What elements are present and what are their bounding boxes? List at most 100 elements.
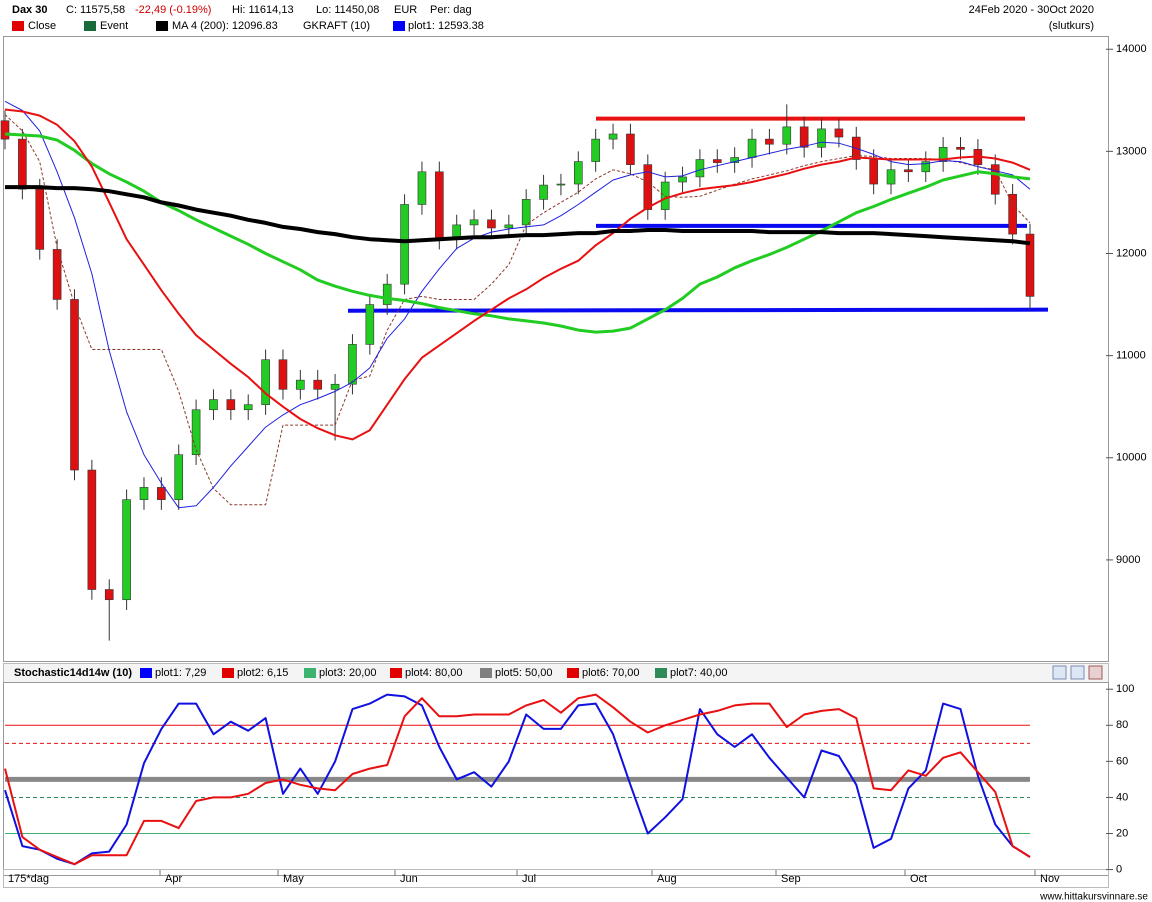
- series-line: [4, 114, 1031, 506]
- candle-body: [157, 487, 166, 500]
- candle-body: [122, 499, 131, 601]
- button[interactable]: [1070, 665, 1085, 680]
- candle-body: [487, 219, 496, 229]
- x-tick-label: Nov: [1040, 873, 1060, 885]
- candle-body: [608, 133, 618, 140]
- candle-body: [990, 164, 1000, 195]
- candle-body: [956, 146, 965, 150]
- candle-body: [348, 344, 357, 385]
- candle-body: [104, 589, 114, 601]
- candle-body: [626, 133, 635, 165]
- main-panel: [3, 36, 1109, 662]
- candle-body: [330, 383, 340, 390]
- candle-body: [938, 146, 948, 162]
- x-tick-label: Jun: [400, 873, 418, 885]
- x-tick-label: Oct: [910, 873, 927, 885]
- legend-swatch: [390, 668, 402, 678]
- candle-body: [296, 379, 305, 390]
- candle-body: [191, 409, 201, 456]
- candle-body: [209, 399, 218, 411]
- y-tick-label: 100: [1116, 683, 1134, 695]
- candle-body: [313, 379, 323, 390]
- x-tick-label: May: [283, 873, 304, 885]
- candle-body: [278, 359, 288, 390]
- candle-body: [400, 204, 409, 285]
- legend-label: MA 4 (200): 12096.83: [172, 20, 278, 32]
- candle-body: [904, 169, 913, 173]
- legend-swatch: [84, 21, 96, 31]
- button[interactable]: [1088, 665, 1103, 680]
- x-tick-label: Jul: [522, 873, 536, 885]
- legend-swatch: [12, 21, 24, 31]
- candle-body: [747, 138, 757, 158]
- button[interactable]: [1052, 665, 1067, 680]
- high: Hi: 11614,13: [232, 4, 294, 16]
- legend-label: GKRAFT (10): [303, 20, 370, 32]
- legend-label: Close: [28, 20, 56, 32]
- legend-swatch: [304, 668, 316, 678]
- candle-body: [678, 176, 687, 183]
- y-tick-label: 11000: [1116, 350, 1146, 362]
- legend-label: plot5: 50,00: [495, 667, 553, 679]
- candle-body: [521, 199, 531, 226]
- indicator-title: Stochastic14d14w (10): [14, 667, 132, 679]
- close: C: 11575,58: [66, 4, 125, 16]
- legend-swatch: [480, 668, 492, 678]
- candle-body: [70, 299, 79, 471]
- legend-swatch: [222, 668, 234, 678]
- y-tick-label: 80: [1116, 719, 1128, 731]
- legend-label: plot3: 20,00: [319, 667, 377, 679]
- candle-body: [87, 469, 97, 590]
- legend-swatch: [655, 668, 667, 678]
- legend-swatch: [156, 21, 168, 31]
- panel-buttons[interactable]: [1052, 665, 1103, 680]
- level-line: [347, 307, 1049, 313]
- y-tick-label: 40: [1116, 791, 1128, 803]
- candle-body: [556, 183, 566, 186]
- candle-body: [52, 249, 62, 300]
- candle-body: [243, 404, 253, 411]
- candle-body: [365, 304, 375, 345]
- candle-body: [869, 159, 878, 185]
- candle-body: [504, 224, 514, 229]
- candle-body: [174, 454, 184, 500]
- low: Lo: 11450,08: [316, 4, 379, 16]
- change: -22,49 (-0.19%): [135, 4, 211, 16]
- y-tick-label: 60: [1116, 755, 1128, 767]
- candle-body: [591, 138, 600, 162]
- candle-body: [817, 128, 826, 148]
- y-tick-label: 12000: [1116, 247, 1147, 259]
- candle-body: [18, 138, 27, 190]
- candle-body: [730, 157, 739, 163]
- date-range: 24Feb 2020 - 30Oct 2020: [969, 4, 1094, 16]
- candle-body: [921, 161, 931, 173]
- indicator-panel: [3, 682, 1109, 876]
- legend-swatch: [567, 668, 579, 678]
- candle-body: [0, 120, 10, 140]
- currency: EUR: [394, 4, 417, 16]
- y-tick-label: 13000: [1116, 145, 1147, 157]
- y-tick-label: 0: [1116, 863, 1122, 875]
- price-basis: (slutkurs): [1049, 20, 1094, 32]
- series-line: [4, 132, 1031, 334]
- candle-body: [139, 487, 149, 500]
- period: Per: dag: [430, 4, 472, 16]
- candle-body: [643, 164, 653, 210]
- legend-label: plot1: 12593.38: [408, 20, 484, 32]
- y-tick-label: 10000: [1116, 452, 1147, 464]
- legend-label: plot7: 40,00: [670, 667, 728, 679]
- x-tick-label: Aug: [657, 873, 677, 885]
- series-line: [4, 693, 1031, 866]
- candle-body: [765, 138, 774, 145]
- candle-body: [1025, 233, 1035, 297]
- title: Dax 30: [12, 4, 47, 16]
- candle-body: [261, 359, 270, 405]
- time-axis: [3, 869, 1109, 888]
- series-line: [4, 100, 1031, 509]
- candle-body: [35, 188, 45, 250]
- legend-swatch: [393, 21, 405, 31]
- legend-label: plot2: 6,15: [237, 667, 288, 679]
- legend-label: plot4: 80,00: [405, 667, 463, 679]
- x-tick-label: Apr: [165, 873, 182, 885]
